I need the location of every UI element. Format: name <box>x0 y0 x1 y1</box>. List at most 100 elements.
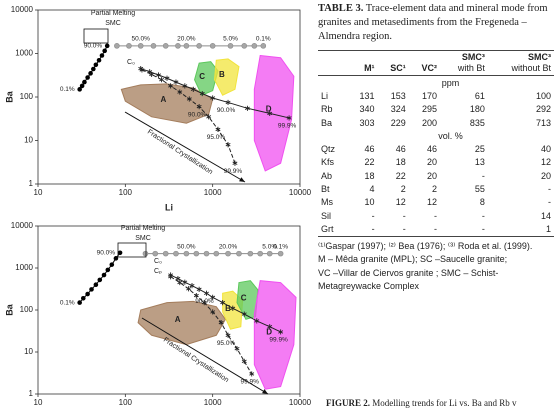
table-block: TABLE 3. Trace-element data and mineral … <box>318 2 554 294</box>
table-cell: - <box>481 170 485 181</box>
point <box>183 250 190 257</box>
y-tick-label: 100 <box>20 305 34 314</box>
table-cell: 22 <box>364 157 375 168</box>
annotation: Partial Melting <box>91 10 135 17</box>
annotation: C₀ <box>127 59 135 66</box>
point-label: 90.0% <box>195 298 214 305</box>
point-label: 50.0% <box>131 36 150 43</box>
data-table: M¹ SC¹ VC² SMC³ with Bt SMC³ without Bt ppm Li 13… <box>318 50 554 237</box>
column-header: SMC³ with Bt <box>439 50 488 76</box>
point <box>182 83 188 89</box>
point <box>257 250 263 257</box>
table-cell: - <box>408 222 440 237</box>
point-label: 99.9% <box>278 123 297 130</box>
point <box>218 320 224 326</box>
column-header: M¹ <box>347 50 378 76</box>
table-cell: - <box>371 210 375 221</box>
point-label: 90.0% <box>217 107 236 114</box>
point <box>278 329 284 335</box>
y-tick-label: 1 <box>29 179 34 188</box>
field-label: C <box>241 294 247 303</box>
table-cell: - <box>377 222 409 237</box>
annotation: SMC <box>135 235 151 242</box>
point <box>162 43 169 49</box>
row-label: Ms <box>321 197 333 208</box>
point <box>152 250 159 257</box>
table-cell: - <box>548 197 551 208</box>
y-tick-label: 10000 <box>11 221 34 230</box>
point <box>213 250 220 257</box>
x-axis-label: Li <box>165 202 173 212</box>
field-region <box>214 58 240 96</box>
point <box>199 90 205 97</box>
column-header: VC² <box>408 50 440 76</box>
annotation: Fractional Crystallization <box>146 129 214 176</box>
y-tick-label: 1 <box>29 389 34 398</box>
point <box>286 115 292 121</box>
point <box>79 83 85 89</box>
point <box>183 43 190 49</box>
table-note: ⁽¹⁾Gaspar (1997); ⁽²⁾ Bea (1976); ⁽³⁾ Ro… <box>318 240 533 251</box>
point <box>77 300 82 305</box>
table-row: Rb 340 324 295 180 292 <box>318 103 554 116</box>
table-cell: 835 <box>469 117 485 128</box>
table-cell: 131 <box>359 90 375 101</box>
x-tick-label: 10000 <box>289 398 312 407</box>
row-label: Kfs <box>321 157 335 168</box>
annotation: SMC <box>105 20 121 27</box>
table-row: Ms 10 12 12 8 - <box>318 196 554 209</box>
unit-row: vol. % <box>318 129 554 142</box>
field-region <box>253 280 297 390</box>
arrow-head <box>239 177 245 182</box>
point <box>236 250 242 257</box>
column-header-label: SMC³ <box>528 52 551 62</box>
point <box>251 43 258 49</box>
corner-cell <box>318 50 348 76</box>
point <box>241 311 247 317</box>
point-label: 90.0% <box>84 43 103 50</box>
table-cell: 324 <box>390 104 406 115</box>
unit-cell: ppm <box>441 77 460 88</box>
table-cell: 170 <box>421 90 437 101</box>
point <box>91 66 96 72</box>
row-label: Qtz <box>321 144 336 155</box>
point <box>201 300 207 306</box>
point-label: 95.0% <box>217 340 236 347</box>
y-tick-label: 100 <box>20 92 34 101</box>
point <box>193 293 199 299</box>
point <box>164 75 170 81</box>
point <box>277 250 284 257</box>
point <box>101 272 107 278</box>
table-cell: 200 <box>421 117 437 128</box>
point <box>126 43 132 49</box>
point-label: 95.0% <box>207 134 226 141</box>
figure: AC BD0.1%90.0%50.0% 20.0% 5.0% 0.1%90.0%99.9… <box>4 5 312 407</box>
y-tick-label: 1000 <box>15 263 33 272</box>
point <box>175 275 181 282</box>
table-cell: 180 <box>469 104 485 115</box>
field-label: D <box>266 328 272 337</box>
table-cell: 22 <box>395 170 406 181</box>
point <box>241 43 248 49</box>
table-title-text: Trace-element data and mineral mode from… <box>318 3 548 42</box>
point <box>177 279 183 286</box>
table-cell: - <box>433 210 437 221</box>
point-label: 0.1% <box>273 243 288 250</box>
point <box>209 43 216 49</box>
point <box>142 250 149 257</box>
point <box>102 48 107 54</box>
point <box>186 96 192 102</box>
point <box>85 75 90 80</box>
point-label: 99.9% <box>224 168 243 175</box>
caption-text: Modelling trends for Li vs. Ba and Rb v <box>372 398 517 408</box>
field-region <box>120 83 214 124</box>
point <box>85 291 90 297</box>
row-label: Ba <box>321 117 333 128</box>
table-cell: 713 <box>535 117 551 128</box>
row-label: Rb <box>321 104 333 115</box>
point-label: 5.0% <box>262 243 277 250</box>
point <box>196 286 202 292</box>
point <box>249 371 255 377</box>
field-region <box>137 300 227 346</box>
